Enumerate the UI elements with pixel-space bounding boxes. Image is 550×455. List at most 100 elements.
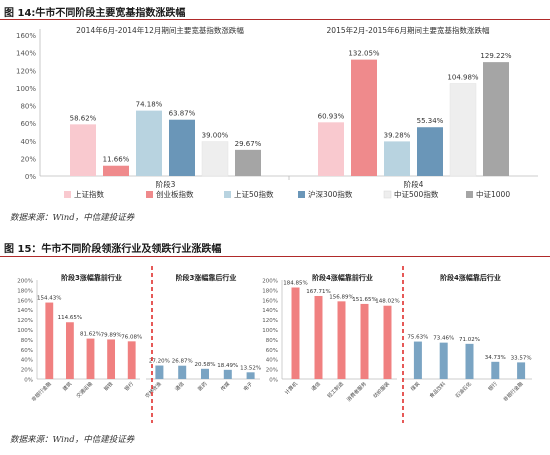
y-tick-label: 40% <box>266 358 278 364</box>
y-tick-label: 80% <box>266 338 278 344</box>
legend-swatch <box>224 191 231 198</box>
panel-title: 2015年2月-2015年6月期间主要宽基指数涨跌幅 <box>327 25 490 35</box>
bar <box>86 338 95 379</box>
data-label: 13.52% <box>240 365 261 371</box>
data-label: 60.93% <box>318 112 345 120</box>
bar <box>491 361 500 379</box>
legend-swatch <box>298 191 305 198</box>
bar <box>337 301 346 379</box>
figure-14-title: 图 14:牛市不同阶段主要宽基指数涨跌幅 <box>4 8 186 19</box>
category-label: 非银行金融 <box>502 380 525 403</box>
category-label: 煤炭 <box>409 380 421 392</box>
y-tick-label: 20% <box>21 368 33 374</box>
category-label: 食品饮料 <box>428 380 447 399</box>
y-tick-label: 200% <box>262 279 278 285</box>
y-tick-label: 160% <box>17 298 33 304</box>
bar <box>417 127 443 176</box>
data-label: 132.05% <box>348 50 379 58</box>
data-label: 76.08% <box>121 334 142 340</box>
bar <box>169 119 195 176</box>
data-label: 27.20% <box>149 359 170 365</box>
data-label: 79.89% <box>101 332 122 338</box>
category-label: 通信 <box>310 380 322 392</box>
y-tick-label: 60% <box>21 348 33 354</box>
category-label: 阶段3 <box>156 179 176 189</box>
data-label: 63.87% <box>169 110 196 118</box>
data-label: 34.73% <box>485 355 506 361</box>
data-label: 71.02% <box>459 337 480 343</box>
y-tick-label: 180% <box>17 288 33 294</box>
data-label: 20.58% <box>195 362 216 368</box>
y-tick-label: 20% <box>266 368 278 374</box>
bar <box>103 165 129 176</box>
panel-title: 阶段3涨幅靠前行业 <box>61 273 122 282</box>
y-tick-label: 40% <box>20 138 36 146</box>
data-label: 151.65% <box>352 297 376 303</box>
y-tick-label: 80% <box>21 338 33 344</box>
legend-swatch <box>146 191 153 198</box>
category-label: 消费者服务 <box>345 380 368 403</box>
legend-swatch <box>383 190 392 199</box>
bar <box>360 303 369 379</box>
data-label: 104.98% <box>447 73 478 81</box>
category-label: 建筑 <box>61 380 73 392</box>
y-tick-label: 0% <box>269 378 278 384</box>
y-tick-label: 100% <box>17 328 33 334</box>
y-tick-label: 140% <box>17 308 33 314</box>
y-tick-label: 120% <box>17 318 33 324</box>
figure-15-title: 图 15：牛市不同阶段领涨行业及领跌行业涨跌幅 <box>4 244 222 255</box>
bar <box>70 124 96 176</box>
figure-14-rule <box>0 19 550 20</box>
bar <box>136 110 162 176</box>
category-label: 电子 <box>242 380 254 392</box>
figure-15-rule <box>0 256 550 257</box>
y-tick-label: 60% <box>266 348 278 354</box>
bar <box>107 339 116 379</box>
data-label: 148.02% <box>375 299 399 305</box>
bar <box>246 372 255 379</box>
category-label: 纺织服装 <box>372 380 391 399</box>
data-label: 114.65% <box>58 315 82 321</box>
data-label: 73.46% <box>433 336 454 342</box>
figure-14-source: 数据来源：Wind，中信建投证券 <box>10 213 135 223</box>
figure-15-chart: 0% 20% 40% 60% 80% 100% 120% 140% 160% 180% 200% 阶段… <box>17 266 532 423</box>
category-label: 钢铁 <box>102 380 114 392</box>
legend-label: 沪深300指数 <box>308 189 353 199</box>
category-label: 轻工制造 <box>326 380 345 399</box>
bar <box>413 341 422 379</box>
category-label: 医药 <box>196 380 208 392</box>
bar <box>45 302 54 379</box>
bar <box>351 59 377 176</box>
data-label: 156.89% <box>329 294 353 300</box>
legend-swatch <box>466 191 473 198</box>
category-label: 计算机 <box>283 380 299 396</box>
y-tick-label: 100% <box>16 85 36 93</box>
category-label: 阶段4 <box>404 179 424 189</box>
category-label: 银行 <box>487 380 499 392</box>
bar <box>223 369 232 379</box>
bar <box>449 83 477 177</box>
bar <box>314 295 323 379</box>
y-tick-label: 0% <box>24 378 33 384</box>
y-tick-label: 100% <box>262 328 278 334</box>
data-label: 154.43% <box>37 296 61 302</box>
data-label: 39.28% <box>384 131 411 139</box>
bar <box>384 141 410 176</box>
category-label: 非银行金融 <box>30 380 53 403</box>
category-label: 银行 <box>123 380 135 392</box>
data-label: 129.22% <box>480 52 511 60</box>
legend-label: 上证指数 <box>74 189 104 199</box>
y-tick-label: 120% <box>16 67 36 75</box>
y-tick-label: 20% <box>20 155 36 163</box>
data-label: 11.66% <box>103 156 130 164</box>
bar <box>517 362 526 379</box>
y-tick-label: 0% <box>25 173 36 181</box>
bar <box>318 122 344 176</box>
bar <box>465 343 474 379</box>
panel-title: 阶段3涨幅靠后行业 <box>176 273 237 282</box>
data-label: 74.18% <box>136 101 163 109</box>
y-tick-label: 140% <box>16 50 36 58</box>
data-label: 33.57% <box>511 355 532 361</box>
category-label: 通信 <box>174 380 186 392</box>
category-label: 交通运输 <box>75 380 94 399</box>
